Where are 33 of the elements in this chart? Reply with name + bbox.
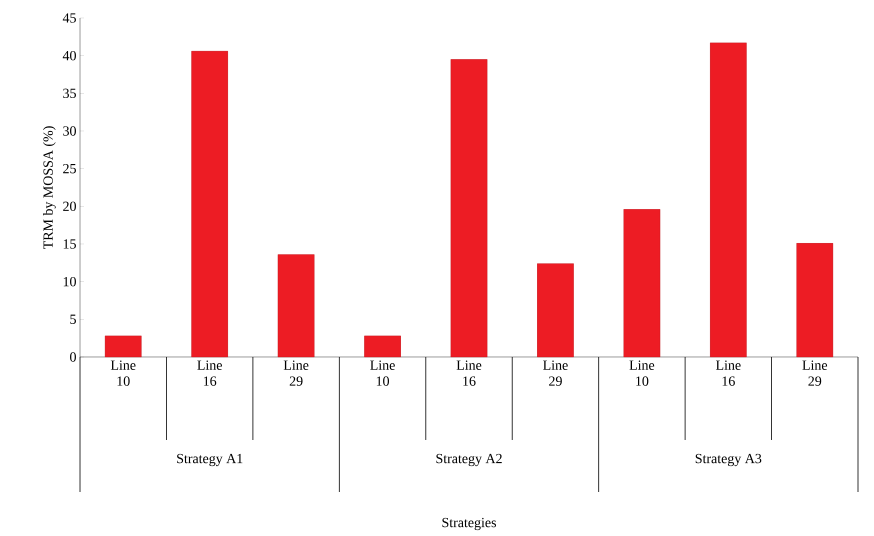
- y-tick-label: 45: [62, 13, 76, 23]
- bar: [104, 336, 142, 358]
- x-tick-label: Line 16: [716, 360, 741, 386]
- y-tick-label: 30: [63, 126, 76, 136]
- x-tick-label: Line 16: [456, 360, 482, 386]
- y-tick-label: 20: [63, 202, 76, 212]
- y-axis-title: TRM by MOSSA (%): [43, 126, 56, 250]
- text: Strategy A1: [177, 454, 242, 466]
- y-tick-label: 25: [63, 164, 76, 174]
- y-tick-label: 35: [63, 88, 76, 98]
- bar: [796, 243, 834, 358]
- y-tick-label: 10: [64, 276, 76, 286]
- y-tick-label: 40: [62, 50, 76, 60]
- y-tick-label: 15: [64, 239, 76, 249]
- bar: [191, 50, 228, 358]
- x-tick-label: Line 16: [197, 360, 222, 386]
- x-tick-label: Line 10: [630, 360, 654, 386]
- x-tick-label: Line 29: [802, 360, 828, 386]
- bar: [278, 254, 314, 358]
- bar: [624, 209, 660, 358]
- bar: [710, 42, 747, 358]
- y-tick-label: 0: [70, 352, 76, 362]
- x-tick-label: Line 10: [370, 360, 395, 386]
- x-tick-label: Line 29: [284, 360, 308, 386]
- text: Strategies: [442, 518, 496, 530]
- x-tick-label: Line 10: [110, 360, 136, 386]
- x-tick-label: Line 29: [543, 360, 568, 386]
- bar: [364, 336, 401, 358]
- bar: [537, 263, 574, 358]
- text: Strategy A2: [436, 454, 502, 466]
- y-tick-label: 5: [70, 314, 76, 324]
- bar: [450, 59, 488, 358]
- text: Strategy A3: [696, 454, 762, 466]
